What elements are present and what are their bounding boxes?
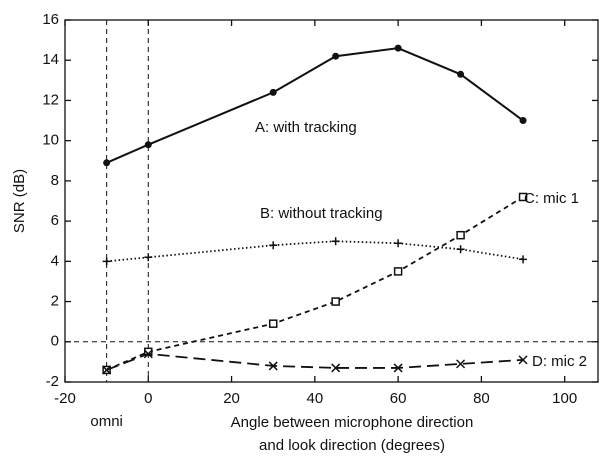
x-tick-label: 40 (307, 390, 324, 407)
marker (518, 355, 528, 365)
marker (103, 159, 111, 167)
series-line (106, 196, 524, 371)
x-axis-label: and look direction (degrees) (259, 437, 445, 454)
y-tick-label: 14 (42, 51, 59, 68)
series-label: D: mic 2 (532, 353, 587, 370)
x-tick-label: 100 (552, 390, 577, 407)
series-line (106, 47, 524, 164)
marker (331, 363, 341, 373)
marker (457, 70, 465, 78)
y-tick-label: 2 (51, 293, 59, 310)
series-label: A: with tracking (255, 119, 357, 136)
x-tick-label: 60 (390, 390, 407, 407)
y-tick-label: 6 (51, 212, 59, 229)
marker (144, 141, 152, 149)
x-tick-label: -20 (54, 390, 76, 407)
x-axis-label: Angle between microphone direction (231, 414, 474, 431)
marker (102, 257, 111, 266)
marker (519, 255, 528, 264)
marker (269, 241, 278, 250)
marker (268, 319, 278, 328)
marker (144, 253, 153, 262)
marker (331, 237, 340, 246)
marker (518, 192, 528, 202)
marker (393, 267, 403, 276)
x-tick-label: 20 (223, 390, 240, 407)
y-tick-label: -2 (46, 373, 59, 390)
annotation: omni (90, 413, 123, 430)
marker (268, 361, 278, 371)
series-label: C: mic 1 (524, 190, 579, 207)
marker (456, 245, 465, 254)
y-tick-label: 0 (51, 333, 59, 350)
y-tick-label: 10 (42, 132, 59, 149)
series-label: B: without tracking (260, 205, 383, 222)
marker (456, 359, 466, 369)
y-tick-label: 8 (51, 172, 59, 189)
marker (269, 88, 277, 96)
plot-frame (64, 19, 599, 383)
marker (456, 230, 465, 240)
marker (519, 117, 527, 125)
marker (394, 239, 403, 248)
series-line (106, 352, 524, 371)
x-tick-label: 80 (473, 390, 490, 407)
marker (332, 52, 340, 60)
y-tick-label: 4 (51, 252, 59, 269)
marker (393, 363, 403, 373)
x-tick-label: 0 (144, 390, 152, 407)
marker (102, 365, 112, 375)
marker (144, 347, 153, 357)
y-tick-label: 12 (42, 91, 59, 108)
marker (394, 44, 402, 52)
marker (143, 349, 153, 359)
y-axis-label: SNR (dB) (11, 169, 28, 233)
marker (331, 297, 340, 306)
y-tick-label: 16 (42, 11, 59, 28)
